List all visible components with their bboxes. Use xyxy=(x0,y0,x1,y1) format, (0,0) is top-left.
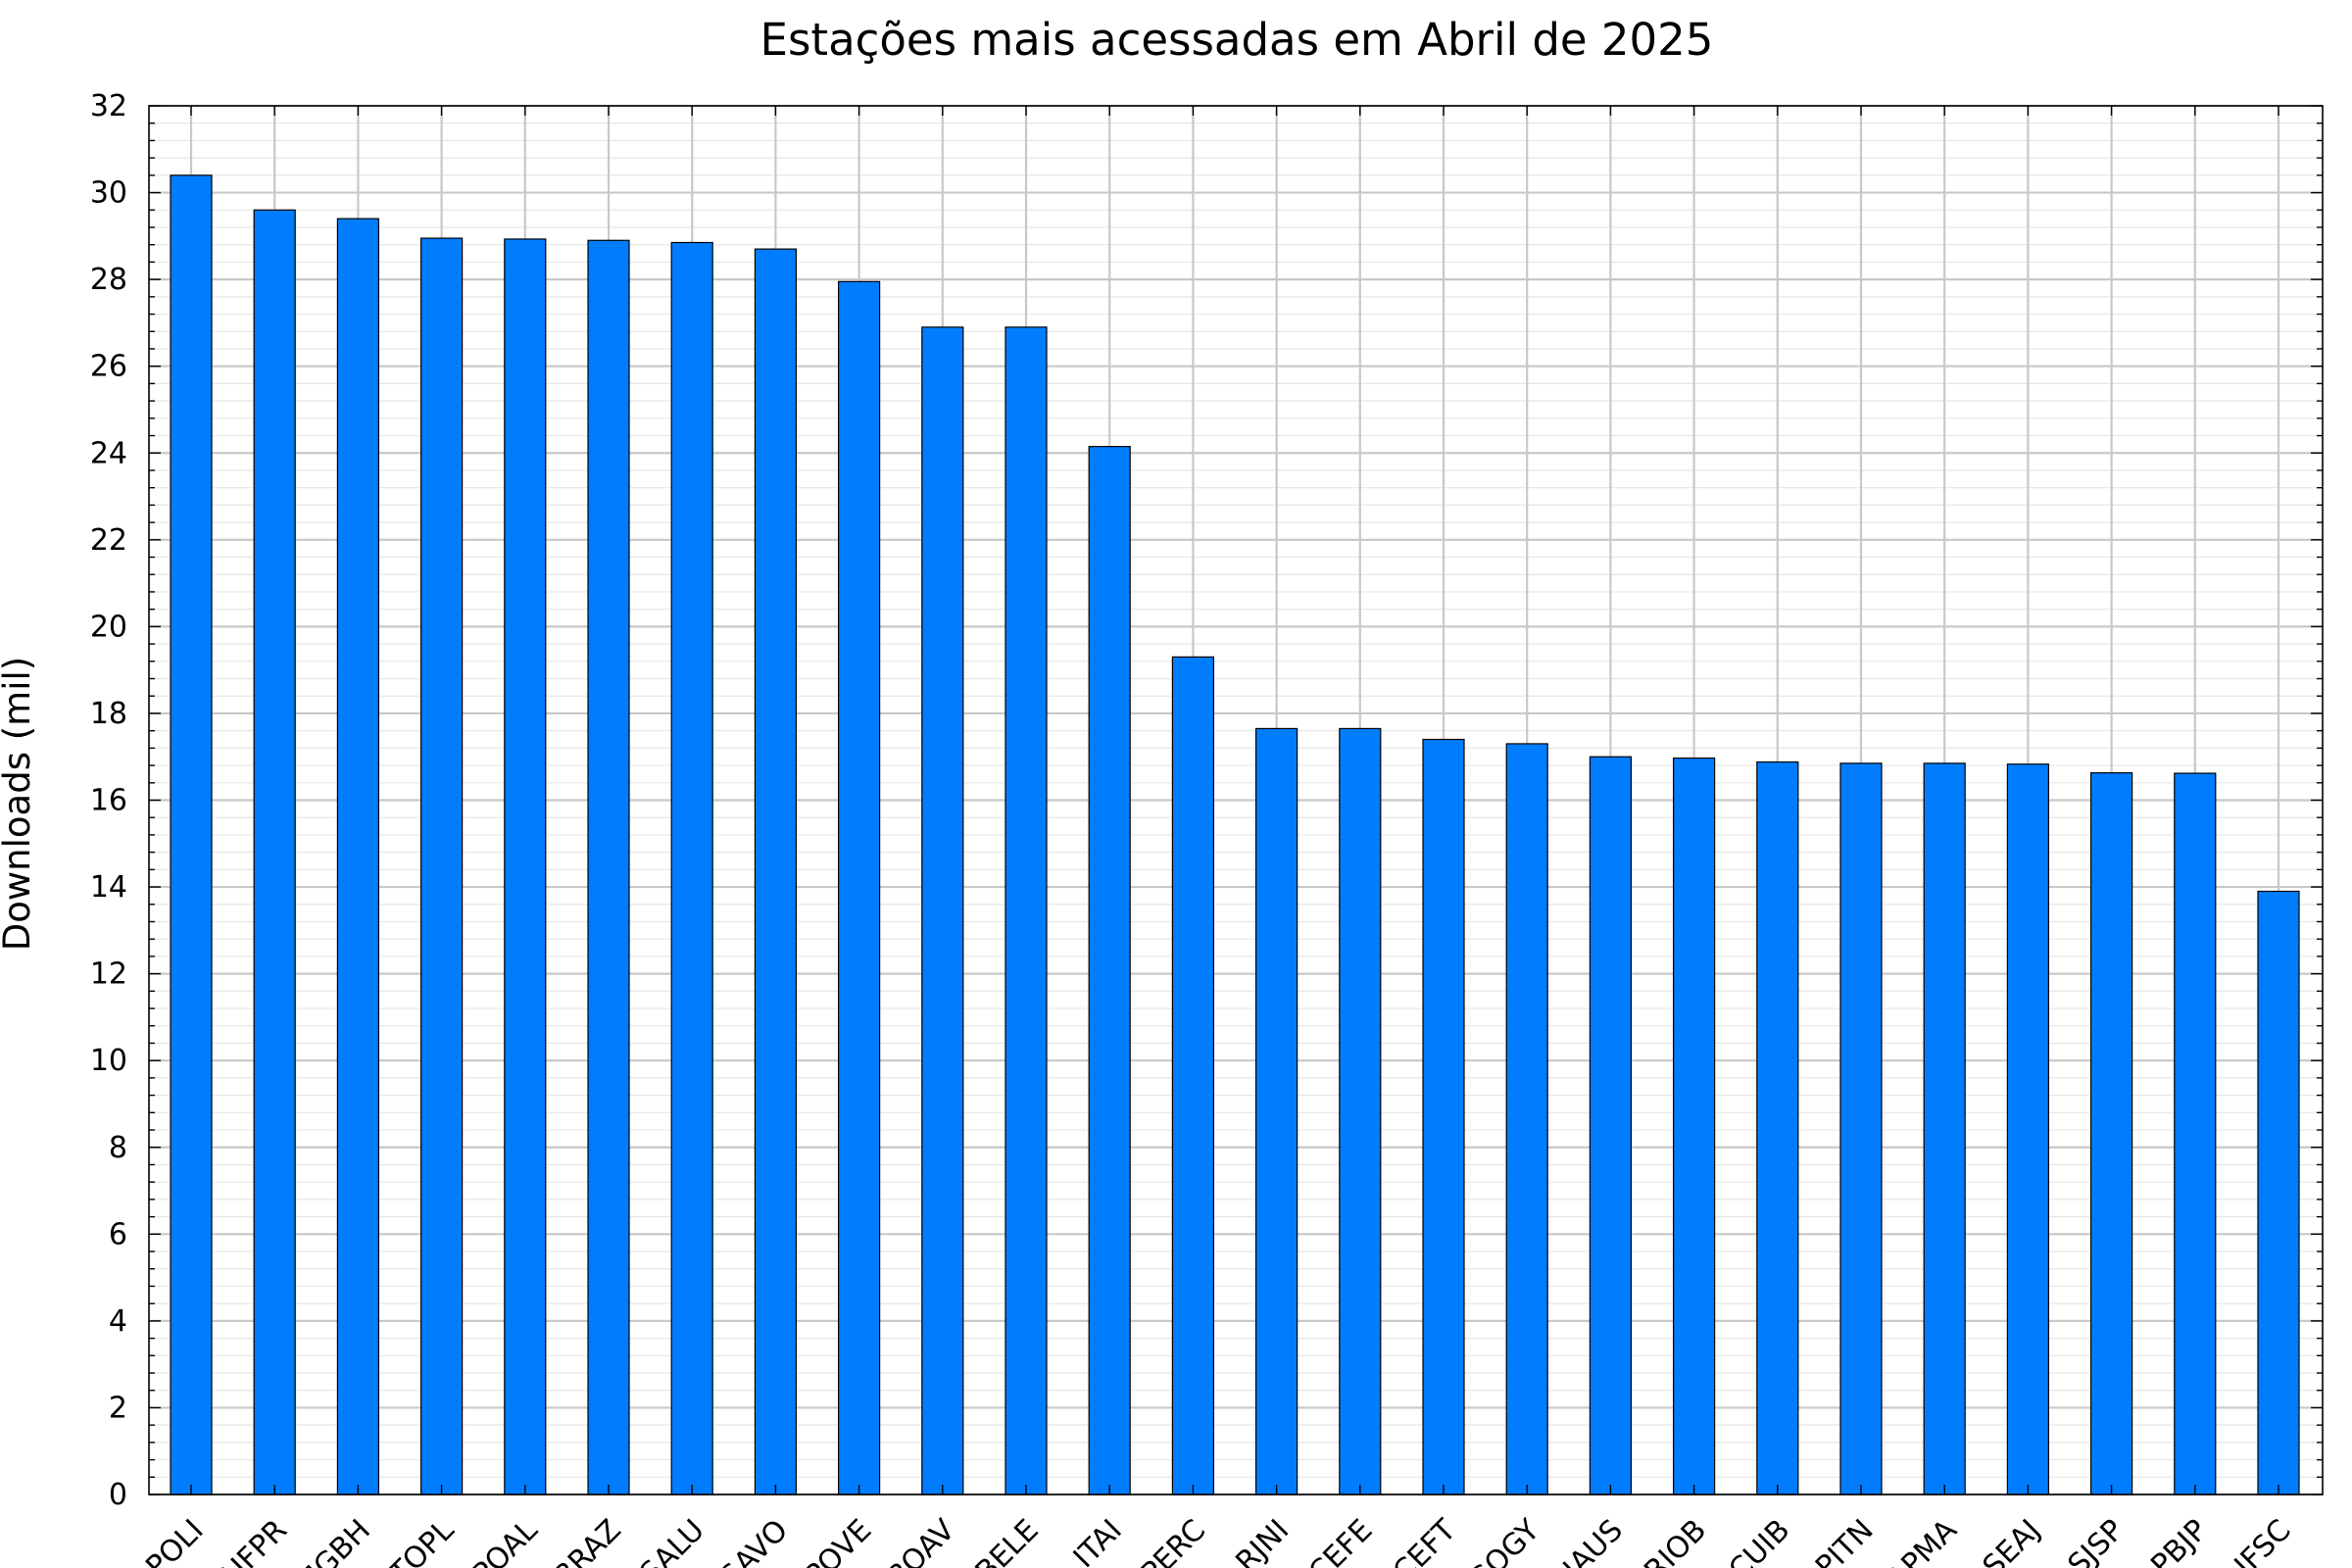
x-tick-label: SEAJ xyxy=(1977,1513,2047,1568)
y-tick-label: 16 xyxy=(90,784,127,818)
bar-poli xyxy=(170,174,213,1495)
bar-apma xyxy=(1923,762,1966,1495)
y-tick-label: 2 xyxy=(109,1391,127,1425)
y-tick-label: 30 xyxy=(90,176,127,211)
bar-itai xyxy=(1088,446,1131,1495)
y-tick-label: 8 xyxy=(109,1131,127,1165)
y-tick-label: 10 xyxy=(90,1044,127,1078)
y-tick-label: 28 xyxy=(90,263,127,297)
bar-rjni xyxy=(1254,727,1298,1495)
bar-ceft xyxy=(1422,738,1465,1495)
y-tick-label: 20 xyxy=(90,610,127,644)
x-tick-label: SAVO xyxy=(713,1513,795,1568)
y-tick-label: 0 xyxy=(109,1478,127,1512)
bar-cuib xyxy=(1756,760,1799,1495)
bar-bele xyxy=(1004,326,1048,1495)
x-tick-label: BOAV xyxy=(881,1513,962,1568)
chart-title: Estações mais acessadas em Abril de 2025 xyxy=(760,14,1714,66)
x-tick-label: SALU xyxy=(633,1513,710,1568)
x-tick-label: PERC xyxy=(1135,1513,1212,1568)
bar-boav xyxy=(921,326,964,1495)
bar-pbjp xyxy=(2174,772,2217,1495)
x-tick-label: GOGY xyxy=(1462,1512,1547,1568)
x-tick-label: BELE xyxy=(969,1513,1046,1568)
y-tick-label: 14 xyxy=(90,870,127,905)
x-tick-label: POVE xyxy=(798,1513,878,1568)
y-tick-label: 24 xyxy=(90,436,127,470)
y-axis-label: Downloads (mil) xyxy=(0,657,38,951)
y-tick-label: 4 xyxy=(109,1304,127,1339)
x-tick-label: POAL xyxy=(466,1513,544,1568)
bar-gogy xyxy=(1505,743,1548,1495)
bars xyxy=(170,174,2300,1495)
x-tick-label: CEFT xyxy=(1387,1512,1463,1568)
x-tick-label: RIOB xyxy=(1638,1513,1713,1568)
bar-savo xyxy=(754,248,798,1495)
y-tick-label: 12 xyxy=(90,957,127,992)
y-tick-label: 6 xyxy=(109,1217,127,1251)
bar-riob xyxy=(1672,757,1716,1495)
y-tick-label: 18 xyxy=(90,697,127,731)
x-tick-label: ITAI xyxy=(1067,1513,1129,1568)
x-tick-label: TOPL xyxy=(383,1513,462,1568)
x-tick-label: NAUS xyxy=(1547,1513,1630,1568)
bar-mgbh xyxy=(336,218,379,1495)
bar-naus xyxy=(1589,756,1633,1495)
bar-seaj xyxy=(2006,763,2049,1495)
bar-sjsp xyxy=(2090,772,2133,1495)
x-tick-label: PITN xyxy=(1809,1513,1881,1568)
x-tick-label: POLI xyxy=(139,1513,210,1568)
grid xyxy=(149,104,2323,1496)
y-tick-label: 22 xyxy=(90,523,127,558)
bar-cefe xyxy=(1339,727,1382,1495)
bar-ifsc xyxy=(2257,890,2300,1495)
x-tick-label: UFPR xyxy=(216,1513,294,1568)
bar-ufpr xyxy=(253,209,296,1495)
x-tick-label: SJSP xyxy=(2062,1513,2132,1568)
x-tick-label: MGBH xyxy=(289,1513,377,1568)
x-tick-label: IFSC xyxy=(2229,1513,2298,1568)
bar-salu xyxy=(670,241,713,1495)
y-tick-label: 32 xyxy=(90,89,127,123)
bar-pove xyxy=(837,280,881,1495)
plot-frame xyxy=(148,105,2324,1495)
x-tick-label: RJNI xyxy=(1229,1513,1296,1568)
bar-topl xyxy=(420,237,464,1495)
bar-pitn xyxy=(1839,762,1883,1495)
bar-poal xyxy=(504,238,547,1495)
y-tick-label: 26 xyxy=(90,350,127,384)
x-tick-label: APMA xyxy=(1881,1513,1964,1568)
x-tick-label: CUIB xyxy=(1723,1513,1797,1568)
bar-braz xyxy=(587,239,630,1495)
x-tick-label: PBJP xyxy=(2144,1513,2214,1568)
axis-ticks xyxy=(149,105,2323,1495)
bar-perc xyxy=(1171,656,1215,1495)
x-tick-label: CEFE xyxy=(1302,1513,1380,1568)
x-tick-label: BRAZ xyxy=(547,1513,627,1568)
